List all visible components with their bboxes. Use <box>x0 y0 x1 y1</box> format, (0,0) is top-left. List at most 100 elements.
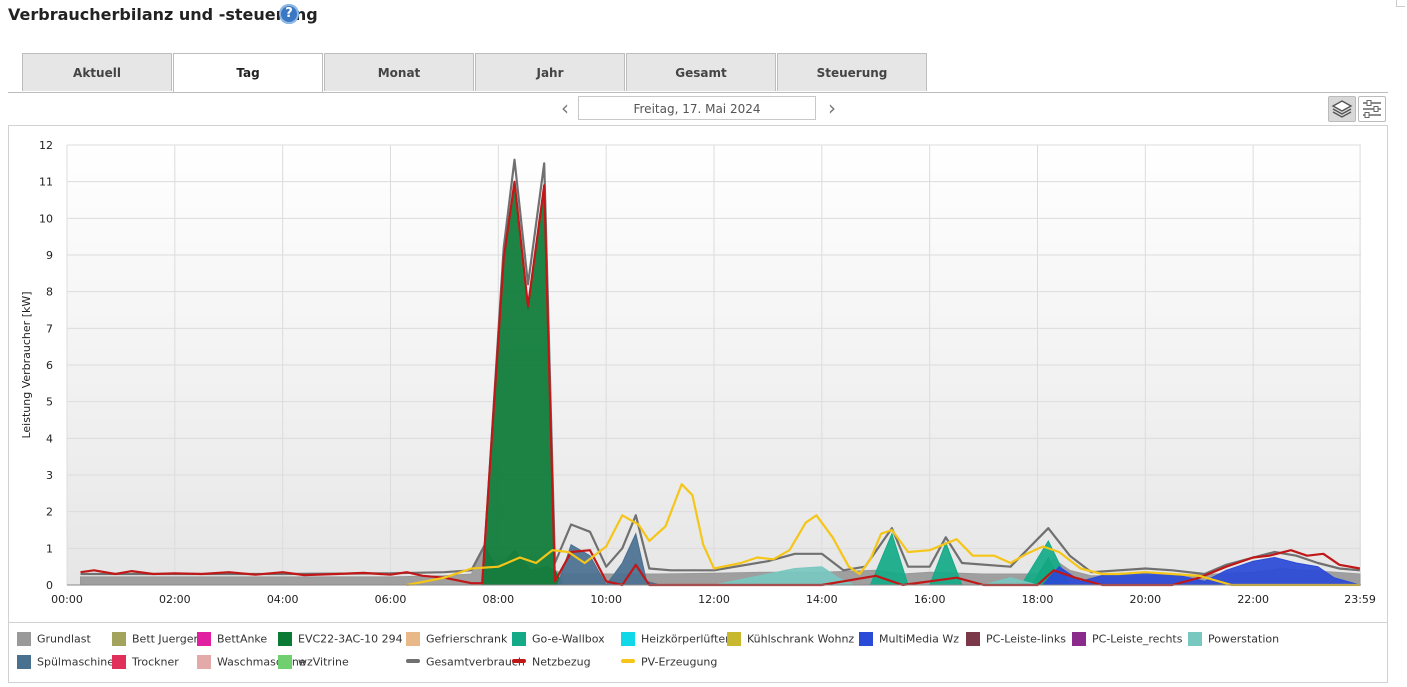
legend-swatch <box>112 655 126 669</box>
x-tick-label: 18:00 <box>1022 593 1054 606</box>
page-title: Verbraucherbilanz und -steuerung <box>8 5 318 24</box>
legend-swatch <box>197 632 211 646</box>
x-tick-label: 00:00 <box>51 593 83 606</box>
y-tick-label: 11 <box>39 176 53 189</box>
legend-label: Grundlast <box>37 632 91 646</box>
chevron-right-icon[interactable]: › <box>828 96 836 120</box>
legend-label: PC-Leiste_rechts <box>1092 632 1183 646</box>
legend-item[interactable]: Bett Juergen <box>112 632 200 646</box>
window-corner <box>1396 0 1405 7</box>
legend-label: Heizkörperlüfter <box>641 632 730 646</box>
legend-swatch <box>512 632 526 646</box>
tab-jahr[interactable]: Jahr <box>475 53 625 91</box>
legend-item[interactable]: Powerstation <box>1188 632 1279 646</box>
legend-item[interactable]: Kühlschrank Wohnz <box>727 632 854 646</box>
tab-monat[interactable]: Monat <box>324 53 474 91</box>
legend-swatch <box>859 632 873 646</box>
date-field[interactable]: Freitag, 17. Mai 2024 <box>578 96 816 120</box>
legend-label: BettAnke <box>217 632 268 646</box>
legend-item[interactable]: PC-Leiste_rechts <box>1072 632 1182 646</box>
legend-swatch <box>512 659 526 663</box>
tab-steuerung[interactable]: Steuerung <box>777 53 927 91</box>
y-axis-label: Leistung Verbraucher [kW] <box>20 291 33 438</box>
legend-label: Go-e-Wallbox <box>532 632 605 646</box>
legend-item[interactable]: Gefrierschrank <box>406 632 507 646</box>
sliders-glyph <box>1363 100 1381 118</box>
legend-label: wzVitrine <box>298 655 349 669</box>
legend-item[interactable]: Netzbezug <box>512 655 591 669</box>
legend-label: PC-Leiste-links <box>986 632 1067 646</box>
legend-swatch <box>966 632 980 646</box>
y-tick-label: 1 <box>46 542 53 555</box>
tab-aktuell[interactable]: Aktuell <box>22 53 172 91</box>
legend-item[interactable]: wzVitrine <box>278 655 349 669</box>
legend-item[interactable]: Grundlast <box>17 632 91 646</box>
y-tick-label: 6 <box>46 359 53 372</box>
layers-glyph <box>1331 100 1353 118</box>
layers-icon[interactable] <box>1328 96 1356 122</box>
chart-frame <box>8 125 1388 623</box>
tab-tag[interactable]: Tag <box>173 53 323 93</box>
y-tick-label: 12 <box>39 139 53 152</box>
legend-item[interactable]: Spülmaschine <box>17 655 114 669</box>
x-tick-label: 02:00 <box>159 593 191 606</box>
x-tick-label: 08:00 <box>482 593 514 606</box>
legend-swatch <box>17 655 31 669</box>
legend-label: MultiMedia Wz <box>879 632 960 646</box>
x-tick-label: 12:00 <box>698 593 730 606</box>
legend-label: Netzbezug <box>532 655 591 669</box>
legend-item[interactable]: BettAnke <box>197 632 267 646</box>
legend-swatch <box>197 655 211 669</box>
y-tick-label: 10 <box>39 212 53 225</box>
y-tick-label: 8 <box>46 286 53 299</box>
legend-item[interactable]: Gesamtverbrauch <box>406 655 525 669</box>
sliders-icon[interactable] <box>1358 96 1386 122</box>
y-tick-label: 2 <box>46 506 53 519</box>
chevron-left-icon[interactable]: ‹ <box>561 96 569 120</box>
x-tick-label: 14:00 <box>806 593 838 606</box>
legend-label: Spülmaschine <box>37 655 114 669</box>
help-icon[interactable]: ? <box>279 4 299 24</box>
chart-legend: Grundlast Bett Juergen BettAnke EVC22-3AC-1… <box>8 623 1388 683</box>
legend-swatch <box>112 632 126 646</box>
legend-item[interactable]: PC-Leiste-links <box>966 632 1066 646</box>
legend-item[interactable]: EVC22-3AC-10 294 <box>278 632 403 646</box>
y-tick-label: 9 <box>46 249 53 262</box>
legend-swatch <box>1188 632 1202 646</box>
area-series-12 <box>556 532 661 586</box>
y-tick-label: 5 <box>46 396 53 409</box>
legend-swatch <box>1072 632 1086 646</box>
legend-swatch <box>621 632 635 646</box>
x-tick-label: 16:00 <box>914 593 946 606</box>
line-series-16 <box>80 158 1360 576</box>
legend-swatch <box>621 659 635 663</box>
y-tick-label: 3 <box>46 469 53 482</box>
x-tick-label: 20:00 <box>1129 593 1161 606</box>
legend-label: Trockner <box>132 655 179 669</box>
legend-swatch <box>278 632 292 646</box>
legend-item[interactable]: MultiMedia Wz <box>859 632 959 646</box>
legend-item[interactable]: Trockner <box>112 655 179 669</box>
tab-gesamt[interactable]: Gesamt <box>626 53 776 91</box>
legend-item[interactable]: Go-e-Wallbox <box>512 632 605 646</box>
legend-swatch <box>17 632 31 646</box>
legend-label: Gefrierschrank <box>426 632 508 646</box>
x-tick-label: 06:00 <box>375 593 407 606</box>
legend-label: PV-Erzeugung <box>641 655 718 669</box>
legend-item[interactable]: Heizkörperlüfter <box>621 632 730 646</box>
line-series-17 <box>80 180 1361 587</box>
legend-swatch <box>727 632 741 646</box>
x-tick-label: 10:00 <box>590 593 622 606</box>
legend-label: Bett Juergen <box>132 632 201 646</box>
legend-label: Powerstation <box>1208 632 1280 646</box>
y-tick-label: 0 <box>46 579 53 592</box>
x-tick-label: 04:00 <box>267 593 299 606</box>
legend-item[interactable]: PV-Erzeugung <box>621 655 717 669</box>
x-tick-label: 22:00 <box>1237 593 1269 606</box>
x-tick-label: 23:59 <box>1344 593 1376 606</box>
line-series-18 <box>406 483 1360 587</box>
legend-label: EVC22-3AC-10 294 <box>298 632 403 646</box>
legend-label: Kühlschrank Wohnz <box>747 632 855 646</box>
legend-label: Gesamtverbrauch <box>426 655 525 669</box>
